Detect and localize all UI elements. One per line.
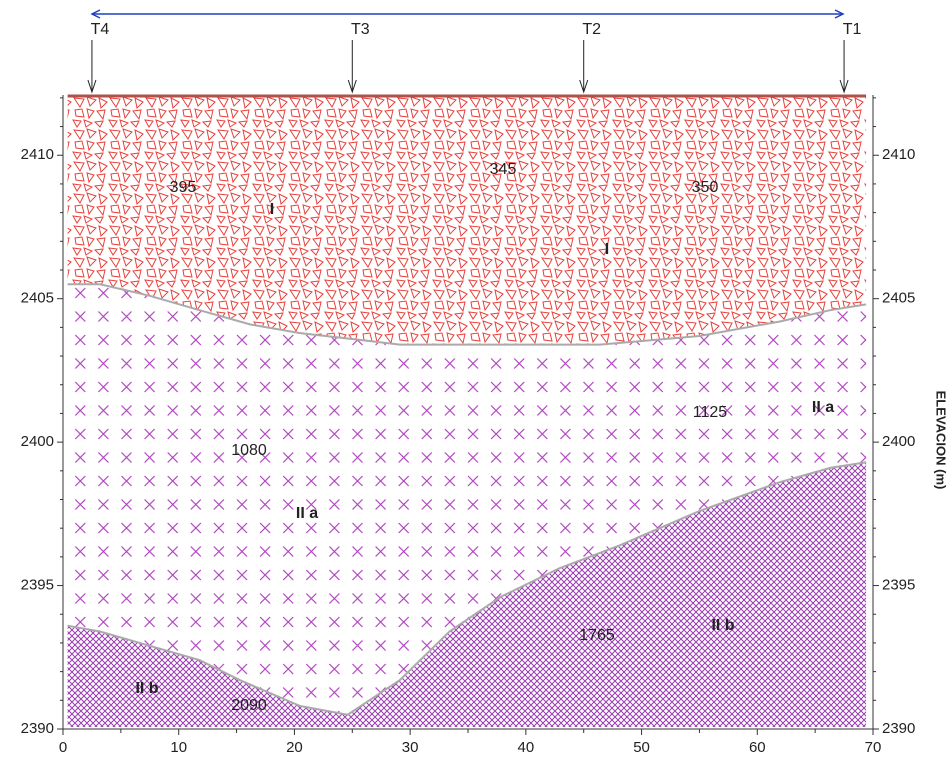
x-tick-label: 60 xyxy=(749,739,766,756)
y-tick-label: 2410 xyxy=(882,146,915,163)
x-tick-label: 30 xyxy=(402,739,419,756)
y-tick-label: 2390 xyxy=(21,720,54,737)
velocity-label: 2090 xyxy=(231,697,267,714)
y-tick-label: 2405 xyxy=(882,290,915,307)
x-tick-label: 10 xyxy=(170,739,187,756)
marker-label: T4 xyxy=(91,21,110,38)
velocity-label: 1080 xyxy=(231,442,267,459)
x-tick-label: 50 xyxy=(633,739,650,756)
marker-label: T1 xyxy=(843,21,862,38)
velocity-label: 345 xyxy=(490,161,517,178)
layer-label: II a xyxy=(296,505,318,522)
marker-label: T2 xyxy=(582,21,601,38)
x-tick-label: 40 xyxy=(518,739,535,756)
y-axis-label: ELEVACION (m) xyxy=(934,391,949,490)
y-tick-label: 2390 xyxy=(882,720,915,737)
marker-label: T3 xyxy=(351,21,370,38)
layer-label: II b xyxy=(135,680,158,697)
marker-arrow xyxy=(88,40,96,92)
marker-arrow xyxy=(580,40,588,92)
y-tick-label: 2405 xyxy=(21,290,54,307)
marker-arrow xyxy=(840,40,848,92)
x-tick-label: 70 xyxy=(865,739,882,756)
y-tick-label: 2395 xyxy=(21,577,54,594)
y-tick-label: 2400 xyxy=(21,433,54,450)
y-tick-label: 2410 xyxy=(21,146,54,163)
chart: ELEVACION (m) 395 345 350 1080 1125 1765 2090 I… xyxy=(0,0,950,764)
layer-label: I xyxy=(270,201,274,218)
y-tick-label: 2395 xyxy=(882,577,915,594)
layer-label: II a xyxy=(812,399,834,416)
marker-arrow xyxy=(348,40,356,92)
x-tick-label: 20 xyxy=(286,739,303,756)
layer-label: I xyxy=(605,241,609,258)
velocity-label: 395 xyxy=(170,179,197,196)
layer-label: II b xyxy=(711,617,734,634)
y-tick-label: 2400 xyxy=(882,433,915,450)
x-tick-label: 0 xyxy=(59,739,67,756)
velocity-label: 350 xyxy=(692,179,719,196)
velocity-label: 1125 xyxy=(693,404,728,421)
velocity-label: 1765 xyxy=(579,627,615,644)
